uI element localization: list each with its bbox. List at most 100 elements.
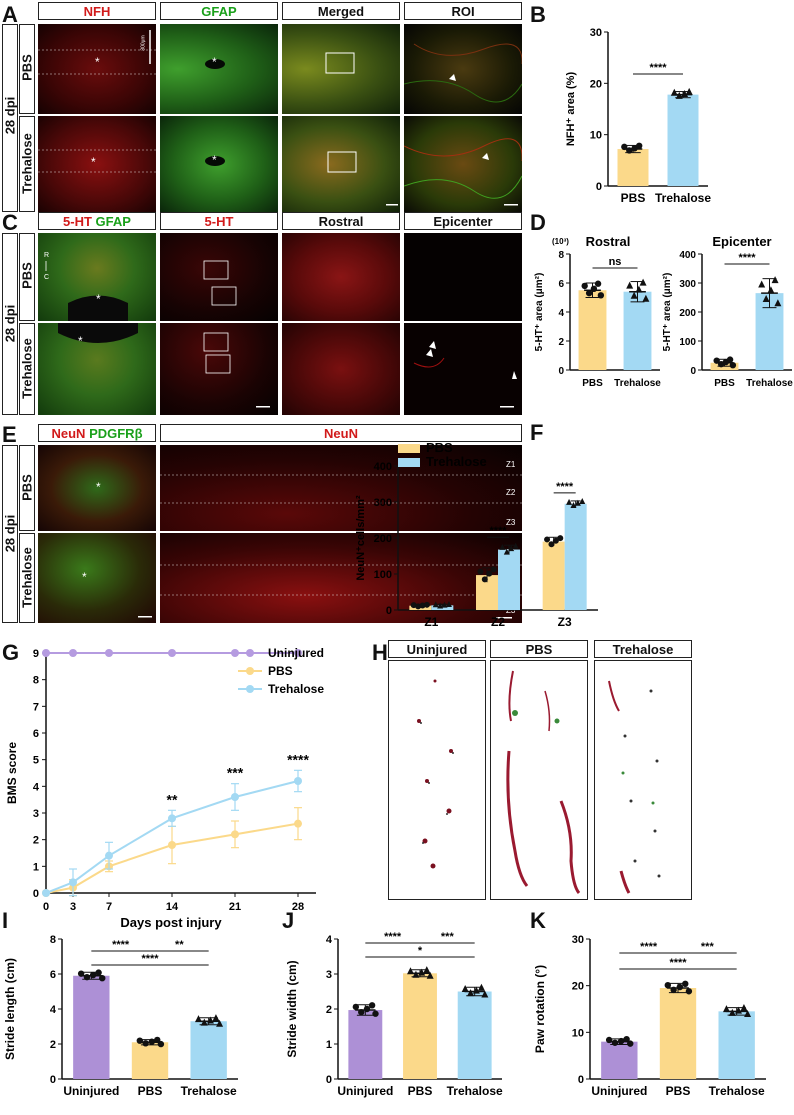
row-label-pbs-c: PBS: [19, 262, 35, 289]
panel-letter-b: B: [530, 2, 546, 27]
y-tick-label: 30: [572, 934, 584, 946]
y-tick-label: 400: [679, 250, 696, 261]
y-tick-label: 8: [50, 934, 56, 946]
5ht-trehalose-image: [160, 323, 278, 415]
data-point: [685, 988, 693, 995]
bar-pbs: [659, 988, 697, 1079]
y-tick-label: 3: [326, 969, 332, 981]
y-tick-label: 4: [326, 934, 333, 946]
data-point: [200, 1018, 208, 1026]
x-tick-label: 3: [70, 901, 76, 913]
x-axis-label: Days post injury: [120, 915, 222, 930]
data-point: [426, 971, 434, 979]
data-point: [767, 286, 775, 294]
axis-c-label: C: [44, 274, 49, 281]
data-point: [623, 1035, 630, 1043]
data-point: [42, 649, 50, 657]
data-point: [670, 986, 677, 994]
bar-trehalose-z3: [564, 503, 587, 610]
x-tick-label: 14: [166, 901, 179, 913]
bar-pbs: [403, 973, 437, 1079]
chart-g: 0 1 2 3 4 5 6 7 8 9 0 3 7 14 21 28 Days post injury BMS s…: [5, 646, 324, 930]
data-point: [95, 969, 102, 976]
y-tick-label: 0: [50, 1074, 56, 1086]
data-point: [771, 276, 779, 284]
data-point: [722, 1005, 730, 1013]
legend-label-uninjured: Uninjured: [268, 646, 324, 660]
legend-label-trehalose: Trehalose: [268, 682, 324, 696]
y-axis-label: 5-HT⁺ area (μm²): [534, 273, 545, 352]
data-point: [627, 1040, 634, 1047]
zone-z2-pbs: Z2: [506, 488, 516, 497]
significance-label: ****: [141, 953, 159, 965]
data-point: [621, 143, 628, 151]
y-tick-label: 10: [590, 130, 602, 142]
data-point: [467, 989, 475, 997]
bar-uninjured: [348, 1010, 383, 1079]
row-label-trehalose-a: Trehalose: [19, 133, 35, 194]
significance-label: ***: [441, 931, 455, 943]
data-point: [481, 990, 489, 998]
bar-pbs-z3: [542, 541, 565, 610]
y-axis-label: NFH⁺ area (%): [565, 72, 577, 147]
y-tick-label: 1: [326, 1039, 332, 1051]
y-tick-label: 3: [33, 808, 39, 820]
y-axis-label: NeuN⁺cells/mm²: [355, 495, 367, 581]
row-label-trehalose-c-box: [19, 323, 35, 415]
data-point: [642, 294, 650, 302]
series-line-trehalose: [45, 780, 299, 894]
x-tick-label: Uninjured: [591, 1084, 647, 1098]
bar-trehalose: [457, 991, 492, 1079]
bar-trehalose: [718, 1011, 755, 1079]
y-tick-label: 0: [326, 1074, 332, 1086]
data-point: [294, 777, 302, 785]
neun-trehalose-image: Z1 Z2 Z3: [160, 533, 522, 623]
data-point: [368, 1002, 376, 1009]
footprint-uninjured: [388, 660, 486, 900]
y-tick-label: 2: [33, 835, 39, 847]
chart-d-epicenter: Epicenter 0 100 200 300 400 PBS Trehalose 5-HT⁺ …: [662, 234, 793, 389]
header-5ht: 5-HT: [160, 212, 278, 230]
y-tick-label: 7: [33, 701, 39, 713]
data-point: [168, 649, 176, 657]
bar-pbs: [578, 290, 607, 370]
chart-title: Epicenter: [712, 234, 771, 249]
data-point: [461, 984, 469, 992]
panel-letter-h: H: [372, 640, 388, 665]
data-point: [216, 1019, 224, 1027]
header-gfap-part: GFAP: [95, 214, 131, 229]
data-point: [682, 980, 689, 987]
row-label-pbs-a-box: [19, 24, 35, 114]
data-point: [472, 986, 480, 994]
legend-marker-pbs: [246, 667, 254, 675]
x-tick-label: PBS: [408, 1084, 433, 1098]
data-point: [503, 548, 510, 555]
legend-swatch-trehalose: [398, 458, 420, 467]
data-point: [83, 973, 91, 981]
svg-text:*: *: [95, 55, 100, 69]
data-point: [423, 601, 430, 608]
svg-text:*: *: [212, 153, 217, 167]
y-tick-label: 2: [50, 1039, 56, 1051]
data-point: [726, 356, 734, 363]
data-point: [418, 968, 426, 976]
data-point: [552, 537, 559, 544]
significance-label: ns: [609, 256, 622, 268]
data-point: [42, 889, 50, 897]
data-point: [206, 1016, 214, 1024]
significance-label: ****: [669, 957, 687, 969]
header-rostral: Rostral: [282, 212, 400, 230]
data-point: [636, 142, 643, 150]
y-tick-label: 8: [33, 675, 39, 687]
significance-label: ****: [384, 931, 402, 943]
data-point: [407, 967, 415, 975]
x-tick-label: Trehalose: [447, 1084, 503, 1098]
data-point: [762, 294, 770, 302]
header-h-trehalose: Trehalose: [594, 640, 692, 658]
data-point: [481, 576, 488, 583]
data-point: [490, 566, 497, 573]
significance-label: ****: [649, 62, 667, 74]
data-point: [294, 649, 302, 657]
header-neun-pdgfrb: NeuN PDGFRβ: [38, 424, 156, 442]
data-point: [728, 1008, 736, 1016]
